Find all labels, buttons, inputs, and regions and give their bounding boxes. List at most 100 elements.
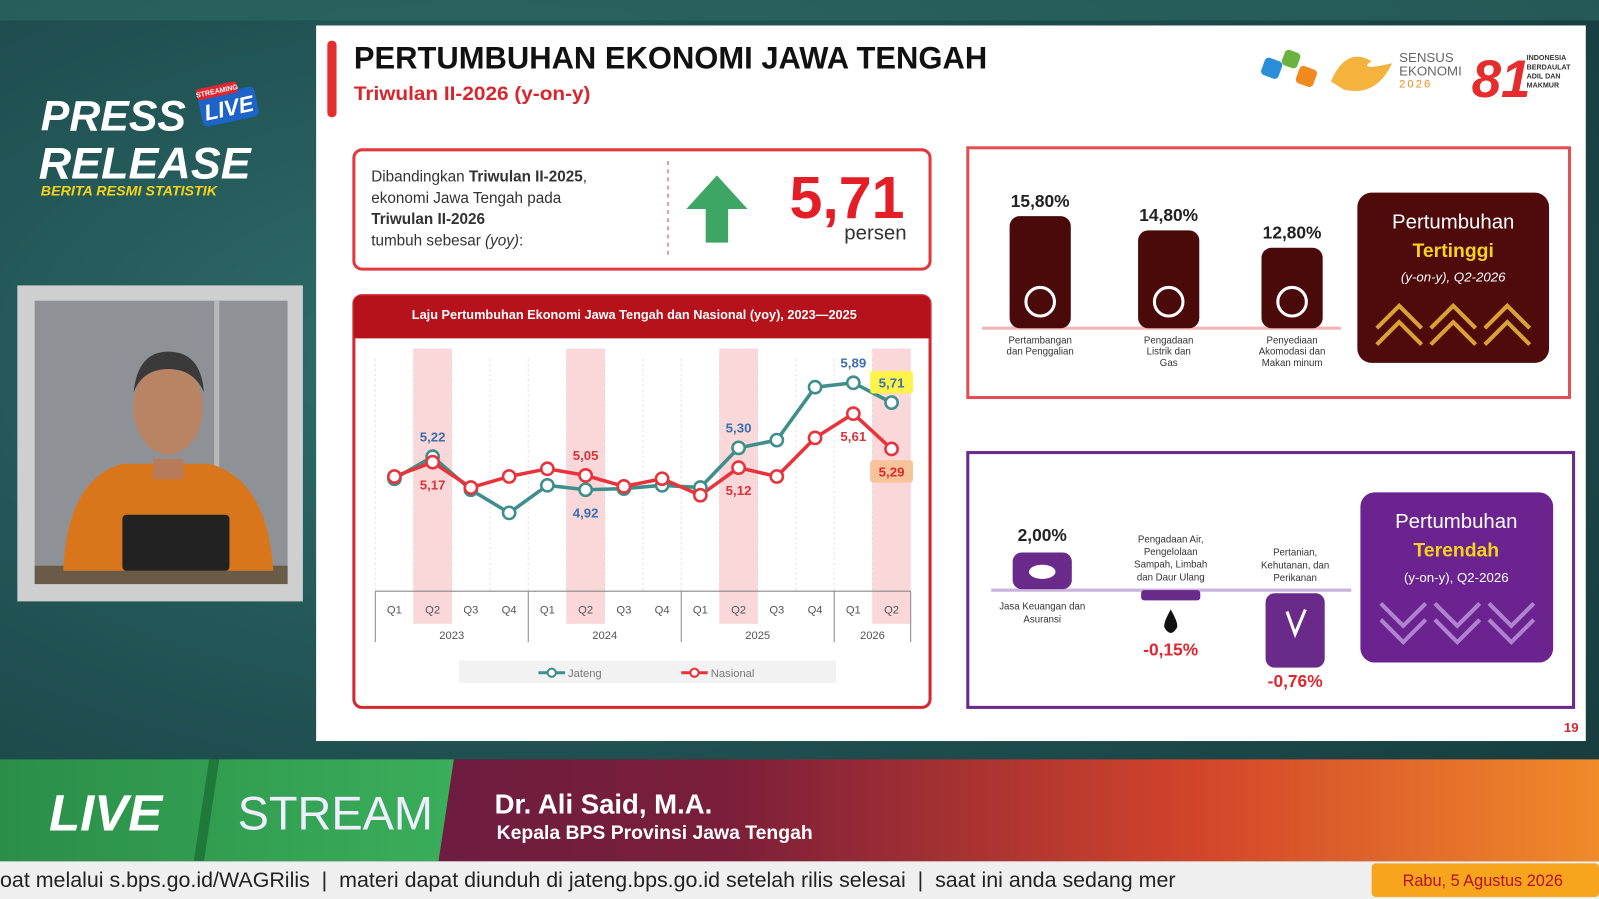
x-tick-label: Q4 [502, 605, 517, 617]
chart-header [353, 295, 931, 339]
video-hair [133, 351, 204, 393]
summary-run: tumbuh sebesar [371, 233, 485, 250]
growth-value: 5,71 [789, 164, 904, 231]
series-point [769, 469, 785, 484]
sensus-logo-mark [1330, 56, 1393, 91]
value-label: 5,05 [573, 448, 599, 463]
bps-logo-part [1261, 57, 1283, 79]
bps-logo-part [1295, 65, 1317, 88]
summary-run: (yoy) [485, 233, 519, 250]
logo-81-text: MAKMUR [1527, 82, 1559, 90]
summary-box [352, 148, 932, 271]
sector-label: Asuransi [1023, 614, 1061, 625]
x-group-label: 2025 [745, 630, 770, 642]
x-tick-label: Q1 [540, 605, 555, 617]
legend-swatch [689, 667, 700, 678]
series-point [769, 432, 785, 448]
badge [1357, 192, 1550, 363]
up-arrow [686, 175, 748, 243]
badge-text: (y-on-y), Q2-2026 [1401, 269, 1506, 284]
speaker-name: Dr. Ali Said, M.A. [495, 788, 713, 819]
x-tick-label: Q2 [425, 605, 440, 617]
series-point [807, 379, 823, 395]
sector-icon [1024, 285, 1057, 318]
value-label: 5,12 [726, 483, 752, 498]
x-tick-label: Q2 [578, 605, 593, 617]
highlight-band [413, 348, 453, 624]
x-tick-label: Q1 [387, 605, 402, 617]
sector-value: 15,80% [1011, 191, 1070, 211]
sector-value: 2,00% [1018, 525, 1067, 545]
x-group-label: 2024 [592, 630, 617, 642]
sector-label: Pengelolaan [1144, 547, 1198, 558]
series-point [425, 454, 441, 470]
video-tablet [122, 514, 230, 571]
summary-run: : [519, 233, 523, 250]
value-label: 4,92 [573, 505, 599, 520]
summary-line: Dibandingkan Triwulan II-2025, [371, 168, 587, 185]
x-tick-label: Q2 [731, 605, 746, 617]
x-group-label: 2023 [439, 630, 464, 642]
x-tick-label: Q3 [616, 605, 631, 617]
logo-text: PRESS [41, 92, 187, 140]
x-tick-label: Q4 [808, 605, 823, 617]
legend-label: Nasional [711, 668, 755, 680]
series-line [393, 380, 893, 516]
series-point [654, 471, 670, 487]
slide-title: PERTUMBUHAN EKONOMI JAWA TENGAH [354, 39, 987, 75]
value-label: 5,30 [726, 421, 752, 436]
summary-run: Triwulan II-2026 [371, 211, 485, 228]
sector-label: dan Daur Ulang [1137, 572, 1205, 583]
series-point [501, 505, 517, 521]
badge-top [196, 81, 238, 101]
badge-text: (y-on-y), Q2-2026 [1404, 570, 1509, 585]
press-release-logo: PRESS STREAMING LIVE RELEASE BERITA RESM… [39, 81, 259, 200]
summary-line: tumbuh sebesar (yoy): [371, 233, 523, 250]
logo-text: RELEASE [39, 137, 253, 188]
badge-text: Pertumbuhan [1395, 511, 1517, 533]
series-point [845, 406, 861, 422]
badge-text: Terendah [1413, 540, 1499, 562]
bps-logo-part [1281, 49, 1301, 69]
sensus-text: EKONOMI [1399, 63, 1462, 78]
sector-icon [1152, 285, 1185, 318]
summary-run: Triwulan II-2025 [469, 168, 583, 185]
speaker-video [17, 285, 303, 602]
summary-line: ekonomi Jawa Tengah pada [371, 190, 562, 207]
badge-text: Tertinggi [1413, 240, 1494, 262]
summary-run: ekonomi Jawa Tengah pada [371, 190, 562, 207]
chevrons-down [1379, 601, 1536, 646]
sector-icon [1164, 609, 1178, 633]
title-accent [327, 40, 337, 118]
sector-value: -0,15% [1143, 639, 1198, 659]
x-tick-label: Q3 [463, 605, 478, 617]
slide-subtitle: Triwulan II-2026 (y-on-y) [354, 83, 591, 105]
series-point [539, 477, 555, 493]
ticker-text: oat melalui s.bps.go.id/WAGRilis | mater… [0, 868, 1176, 892]
logo-81-text: ADIL DAN [1527, 72, 1561, 80]
chevron [1379, 601, 1428, 646]
video-neck [152, 458, 184, 480]
series-point [731, 460, 746, 476]
value-label: 5,89 [840, 355, 866, 370]
sector-label: Gas [1160, 358, 1178, 369]
x-tick-label: Q4 [655, 605, 670, 617]
legend-label: Jateng [568, 668, 602, 680]
series-point [501, 469, 517, 484]
sector-column [1009, 216, 1071, 329]
line-chart: Q1 Q2 Q3 Q4 Q1 Q2 Q3 Q4 Q1 Q2 Q3 Q4 Q1 Q2 2023 2024 2025… [374, 348, 913, 683]
series-point [387, 469, 402, 484]
series-point [578, 468, 594, 483]
page-number: 19 [1564, 720, 1579, 735]
value-label: 5,29 [879, 464, 905, 479]
chevrons-up [1375, 302, 1532, 346]
series-point [731, 440, 746, 456]
highlight-band [719, 348, 758, 624]
value-label: 5,22 [420, 429, 446, 444]
logo-81: 81 [1472, 50, 1531, 109]
sector-label: Makan minum [1262, 358, 1323, 369]
